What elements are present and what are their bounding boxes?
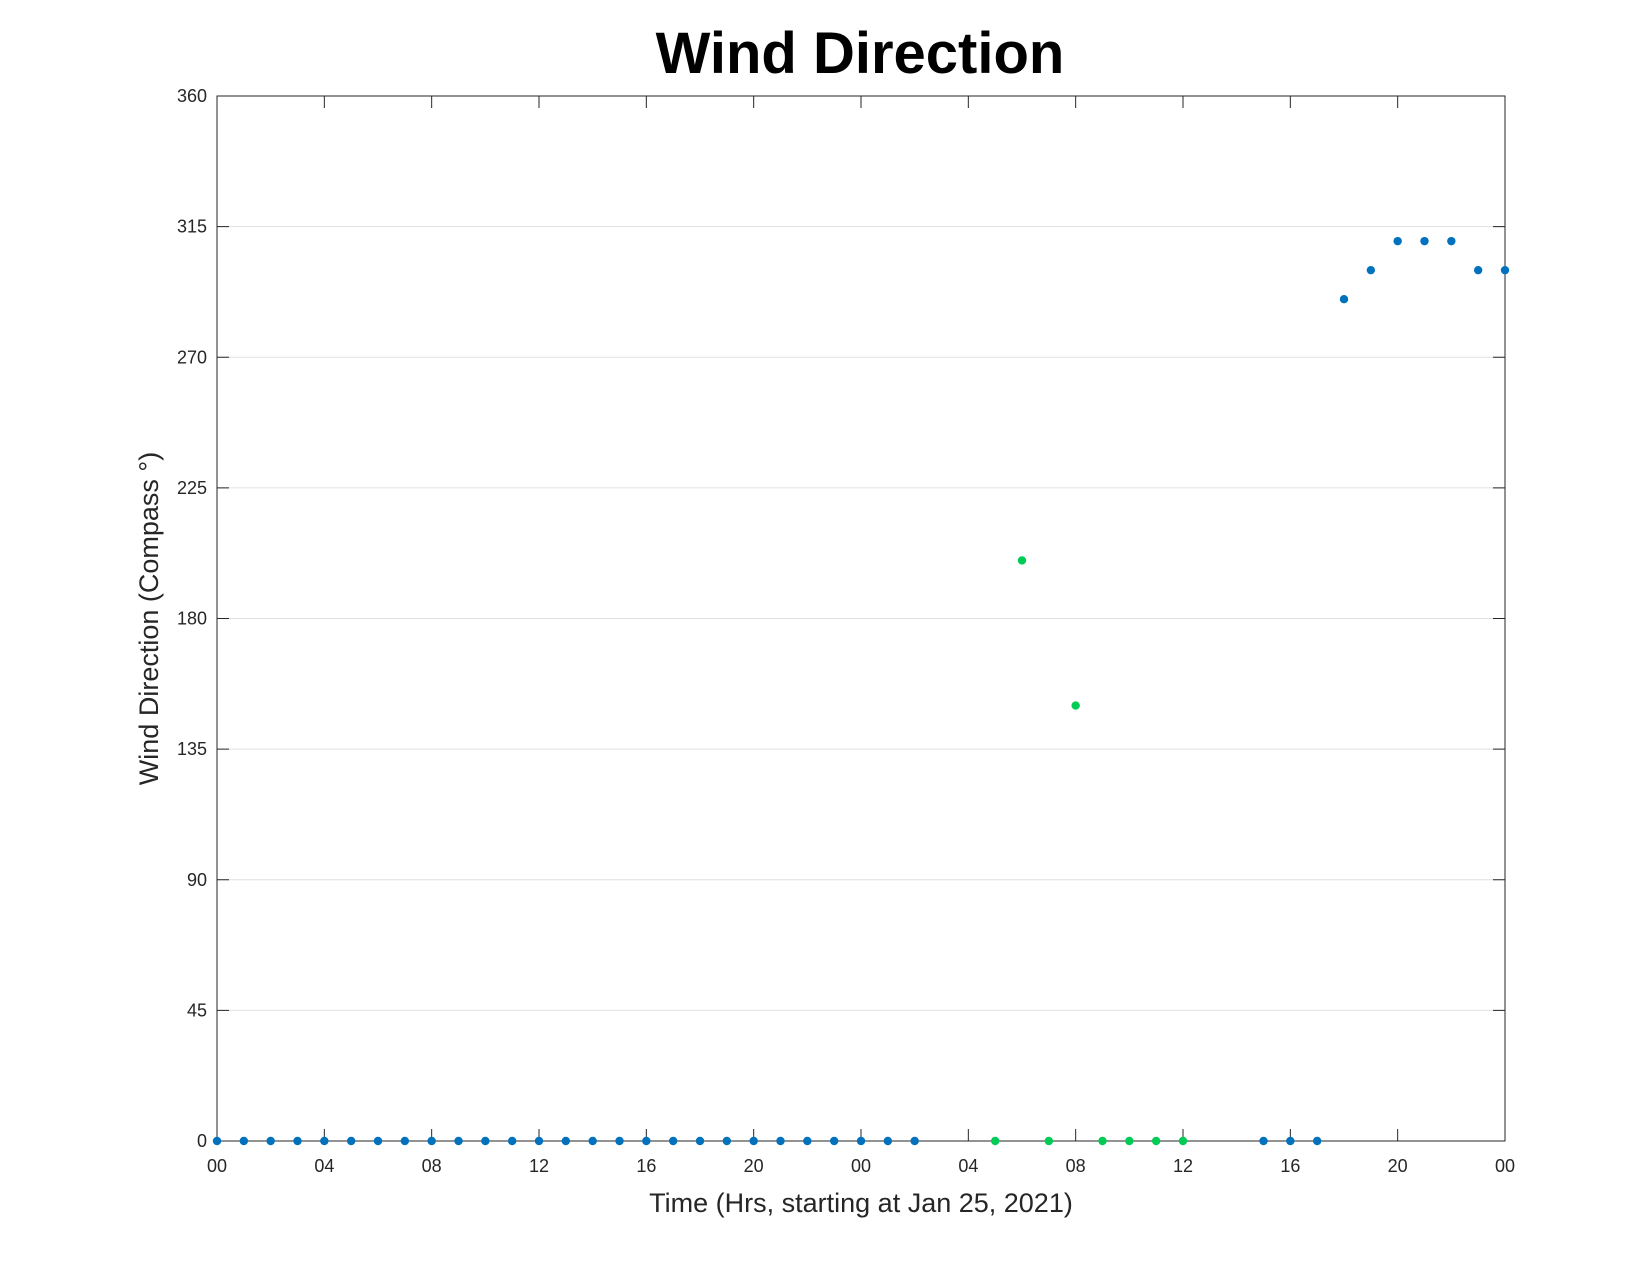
data-point xyxy=(803,1136,812,1146)
data-point xyxy=(722,1136,732,1146)
data-point xyxy=(266,1136,275,1146)
data-point xyxy=(400,1136,410,1146)
y-tick-label: 90 xyxy=(187,870,207,890)
y-tick-label: 135 xyxy=(177,739,207,759)
data-point xyxy=(1151,1136,1161,1146)
data-point xyxy=(212,1136,222,1146)
y-tick-label: 45 xyxy=(187,1000,207,1020)
data-point xyxy=(1017,556,1027,565)
data-point xyxy=(1044,1136,1054,1146)
data-point xyxy=(856,1136,866,1146)
x-tick-label: 20 xyxy=(1388,1156,1408,1176)
data-point xyxy=(1125,1136,1134,1146)
chart-title: Wind Direction xyxy=(656,21,1065,86)
grid-lines xyxy=(217,226,1505,1011)
data-point xyxy=(1420,236,1429,246)
y-tick-label: 180 xyxy=(177,609,207,629)
x-tick-label: 00 xyxy=(207,1156,227,1176)
data-point xyxy=(1473,265,1483,275)
x-tick-label: 04 xyxy=(314,1156,334,1176)
data-point xyxy=(695,1136,705,1146)
data-point xyxy=(990,1136,1000,1146)
data-point xyxy=(642,1136,651,1146)
data-point xyxy=(776,1136,785,1146)
data-points xyxy=(212,236,1510,1146)
x-tick-label: 20 xyxy=(744,1156,764,1176)
data-point xyxy=(1500,265,1510,275)
data-point xyxy=(749,1136,758,1146)
data-point xyxy=(373,1136,383,1146)
data-point xyxy=(346,1136,356,1146)
data-point xyxy=(1339,294,1349,304)
data-point xyxy=(1259,1136,1268,1146)
x-tick-label: 04 xyxy=(958,1156,978,1176)
data-point xyxy=(829,1136,839,1146)
data-point xyxy=(454,1136,463,1146)
data-point xyxy=(239,1136,249,1146)
x-tick-label: 08 xyxy=(1066,1156,1086,1176)
y-tick-label: 0 xyxy=(197,1131,207,1151)
data-point xyxy=(910,1136,919,1146)
x-tick-label: 16 xyxy=(636,1156,656,1176)
x-tick-label: 08 xyxy=(422,1156,442,1176)
x-tick-label: 00 xyxy=(1495,1156,1515,1176)
data-point xyxy=(561,1136,571,1146)
data-point xyxy=(1447,236,1456,246)
x-tick-label: 00 xyxy=(851,1156,871,1176)
data-point xyxy=(481,1136,490,1146)
data-point xyxy=(1071,701,1080,710)
data-point xyxy=(1366,265,1376,275)
data-point xyxy=(507,1136,517,1146)
data-point xyxy=(293,1136,302,1146)
data-point xyxy=(1178,1136,1188,1146)
y-axis-label: Wind Direction (Compass °) xyxy=(134,452,164,785)
x-axis-label: Time (Hrs, starting at Jan 25, 2021) xyxy=(649,1188,1073,1218)
axis-ticks: 0 45 90 135 180 225 270 315 360 00 04 08 12 16 20 00 04 0… xyxy=(177,86,1515,1176)
data-point xyxy=(427,1136,436,1146)
data-point xyxy=(1098,1136,1107,1146)
x-tick-label: 16 xyxy=(1280,1156,1300,1176)
y-tick-label: 360 xyxy=(177,86,207,106)
data-point xyxy=(1393,236,1402,246)
data-point xyxy=(668,1136,678,1146)
data-point xyxy=(1312,1136,1322,1146)
x-tick-label: 12 xyxy=(1173,1156,1193,1176)
data-point xyxy=(1286,1136,1295,1146)
data-point xyxy=(588,1136,597,1146)
data-point xyxy=(320,1136,329,1146)
data-point xyxy=(615,1136,624,1146)
y-tick-label: 315 xyxy=(177,217,207,237)
data-point xyxy=(534,1136,544,1146)
y-tick-label: 270 xyxy=(177,347,207,367)
x-tick-label: 12 xyxy=(529,1156,549,1176)
data-point xyxy=(883,1136,893,1146)
y-tick-label: 225 xyxy=(177,478,207,498)
